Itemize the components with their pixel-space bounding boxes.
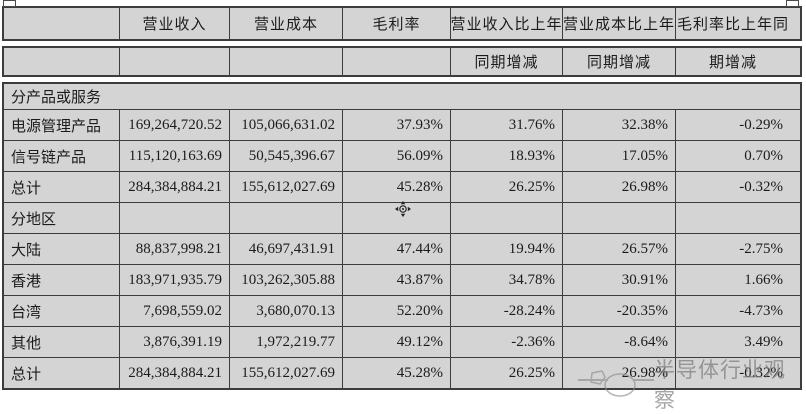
- column-header: 毛利率比上年同: [675, 8, 790, 39]
- value-cell: 26.98%: [562, 358, 675, 388]
- table-row: 信号链产品 115,120,163.69 50,545,396.67 56.09% 18…: [4, 140, 800, 171]
- row-label-cell: 总计: [11, 366, 42, 383]
- column-header: [119, 48, 229, 75]
- value-cell: 284,384,884.21: [119, 358, 229, 388]
- column-header: [4, 8, 119, 39]
- row-label-cell: 信号链产品: [11, 149, 87, 166]
- value-cell: 19.94%: [450, 234, 562, 264]
- value-cell: 3.49%: [675, 327, 790, 357]
- value-cell: 30.91%: [562, 265, 675, 295]
- column-header: [4, 48, 119, 75]
- table-section-row: 分产品或服务: [4, 84, 800, 109]
- table-row: 香港 183,971,935.79 103,262,305.88 43.87% 34.7…: [4, 264, 800, 295]
- column-header: 期增减: [675, 48, 790, 75]
- table-row: 总计 284,384,884.21 155,612,027.69 45.28% 26.2…: [4, 357, 800, 388]
- table-header-row1: 营业收入 营业成本 毛利率 营业收入比上年 营业成本比上年 毛利率比上年同: [2, 6, 802, 41]
- value-cell: 46,697,431.91: [229, 234, 342, 264]
- table-body: 分产品或服务 电源管理产品 169,264,720.52 105,066,631.02…: [2, 82, 802, 390]
- selection-handle-top-right[interactable]: [786, 0, 799, 7]
- value-cell: [342, 203, 450, 233]
- value-cell: 26.25%: [450, 358, 562, 388]
- value-cell: 17.05%: [562, 141, 675, 171]
- selection-handle-top-left[interactable]: [3, 0, 16, 7]
- value-cell: 52.20%: [342, 296, 450, 326]
- value-cell: 103,262,305.88: [229, 265, 342, 295]
- value-cell: 7,698,559.02: [119, 296, 229, 326]
- value-cell: 1.66%: [675, 265, 790, 295]
- value-cell: [675, 203, 790, 233]
- value-cell: [450, 203, 562, 233]
- table-row: 电源管理产品 169,264,720.52 105,066,631.02 37.93%…: [4, 109, 800, 140]
- value-cell: -8.64%: [562, 327, 675, 357]
- value-cell: 50,545,396.67: [229, 141, 342, 171]
- row-label-cell: 电源管理产品: [11, 118, 102, 135]
- column-header: 同期增减: [450, 48, 562, 75]
- value-cell: 183,971,935.79: [119, 265, 229, 295]
- value-cell: 32.38%: [562, 110, 675, 140]
- value-cell: 3,680,070.13: [229, 296, 342, 326]
- row-label-cell: 其他: [11, 335, 42, 352]
- row-label-cell: 分地区: [11, 211, 57, 228]
- value-cell: 45.28%: [342, 172, 450, 202]
- value-cell: -0.32%: [675, 358, 790, 388]
- value-cell: 3,876,391.19: [119, 327, 229, 357]
- value-cell: 0.70%: [675, 141, 790, 171]
- value-cell: 43.87%: [342, 265, 450, 295]
- section-label: 分产品或服务: [11, 90, 102, 106]
- value-cell: 18.93%: [450, 141, 562, 171]
- value-cell: [229, 203, 342, 233]
- column-header: 毛利率: [342, 8, 450, 39]
- column-header: [229, 48, 342, 75]
- column-header: 营业收入: [119, 8, 229, 39]
- column-header: 营业成本比上年: [562, 8, 675, 39]
- value-cell: [119, 203, 229, 233]
- value-cell: -0.29%: [675, 110, 790, 140]
- row-label-cell: 大陆: [11, 242, 42, 259]
- value-cell: -0.32%: [675, 172, 790, 202]
- row-label-cell: 香港: [11, 273, 42, 290]
- row-label-cell: 总计: [11, 180, 42, 197]
- autoscroll-cursor-icon: [395, 201, 411, 217]
- value-cell: 115,120,163.69: [119, 141, 229, 171]
- value-cell: 26.25%: [450, 172, 562, 202]
- column-header: 同期增减: [562, 48, 675, 75]
- table-row: 其他 3,876,391.19 1,972,219.77 49.12% -2.36% -8…: [4, 326, 800, 357]
- column-header: 营业成本: [229, 8, 342, 39]
- table-row: 总计 284,384,884.21 155,612,027.69 45.28% 26.2…: [4, 171, 800, 202]
- value-cell: -2.75%: [675, 234, 790, 264]
- value-cell: 88,837,998.21: [119, 234, 229, 264]
- value-cell: 105,066,631.02: [229, 110, 342, 140]
- table-row: 大陆 88,837,998.21 46,697,431.91 47.44% 19.94%…: [4, 233, 800, 264]
- value-cell: -20.35%: [562, 296, 675, 326]
- value-cell: 284,384,884.21: [119, 172, 229, 202]
- row-label-cell: 台湾: [11, 304, 42, 321]
- value-cell: 49.12%: [342, 327, 450, 357]
- value-cell: 56.09%: [342, 141, 450, 171]
- value-cell: -28.24%: [450, 296, 562, 326]
- value-cell: 47.44%: [342, 234, 450, 264]
- financial-table: 营业收入 营业成本 毛利率 营业收入比上年 营业成本比上年 毛利率比上年同 同期增减 同期增…: [2, 6, 802, 390]
- value-cell: 26.98%: [562, 172, 675, 202]
- table-row: 台湾 7,698,559.02 3,680,070.13 52.20% -28.24% -…: [4, 295, 800, 326]
- value-cell: [562, 203, 675, 233]
- value-cell: 26.57%: [562, 234, 675, 264]
- column-header: 营业收入比上年: [450, 8, 562, 39]
- value-cell: 31.76%: [450, 110, 562, 140]
- column-header: [342, 48, 450, 75]
- value-cell: 37.93%: [342, 110, 450, 140]
- value-cell: -4.73%: [675, 296, 790, 326]
- table-header-row2: 同期增减 同期增减 期增减: [2, 46, 802, 77]
- value-cell: 155,612,027.69: [229, 358, 342, 388]
- value-cell: 34.78%: [450, 265, 562, 295]
- value-cell: -2.36%: [450, 327, 562, 357]
- value-cell: 1,972,219.77: [229, 327, 342, 357]
- value-cell: 155,612,027.69: [229, 172, 342, 202]
- value-cell: 45.28%: [342, 358, 450, 388]
- value-cell: 169,264,720.52: [119, 110, 229, 140]
